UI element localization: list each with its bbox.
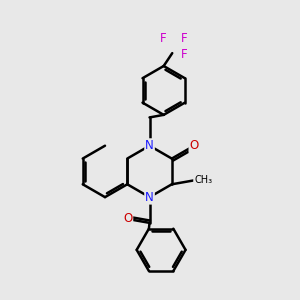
- Text: F: F: [181, 32, 188, 46]
- Text: O: O: [123, 212, 132, 226]
- Text: O: O: [190, 139, 199, 152]
- Text: F: F: [160, 32, 167, 46]
- Text: F: F: [181, 48, 188, 62]
- Text: N: N: [145, 139, 154, 152]
- Text: CH₃: CH₃: [194, 176, 212, 185]
- Text: N: N: [145, 190, 154, 204]
